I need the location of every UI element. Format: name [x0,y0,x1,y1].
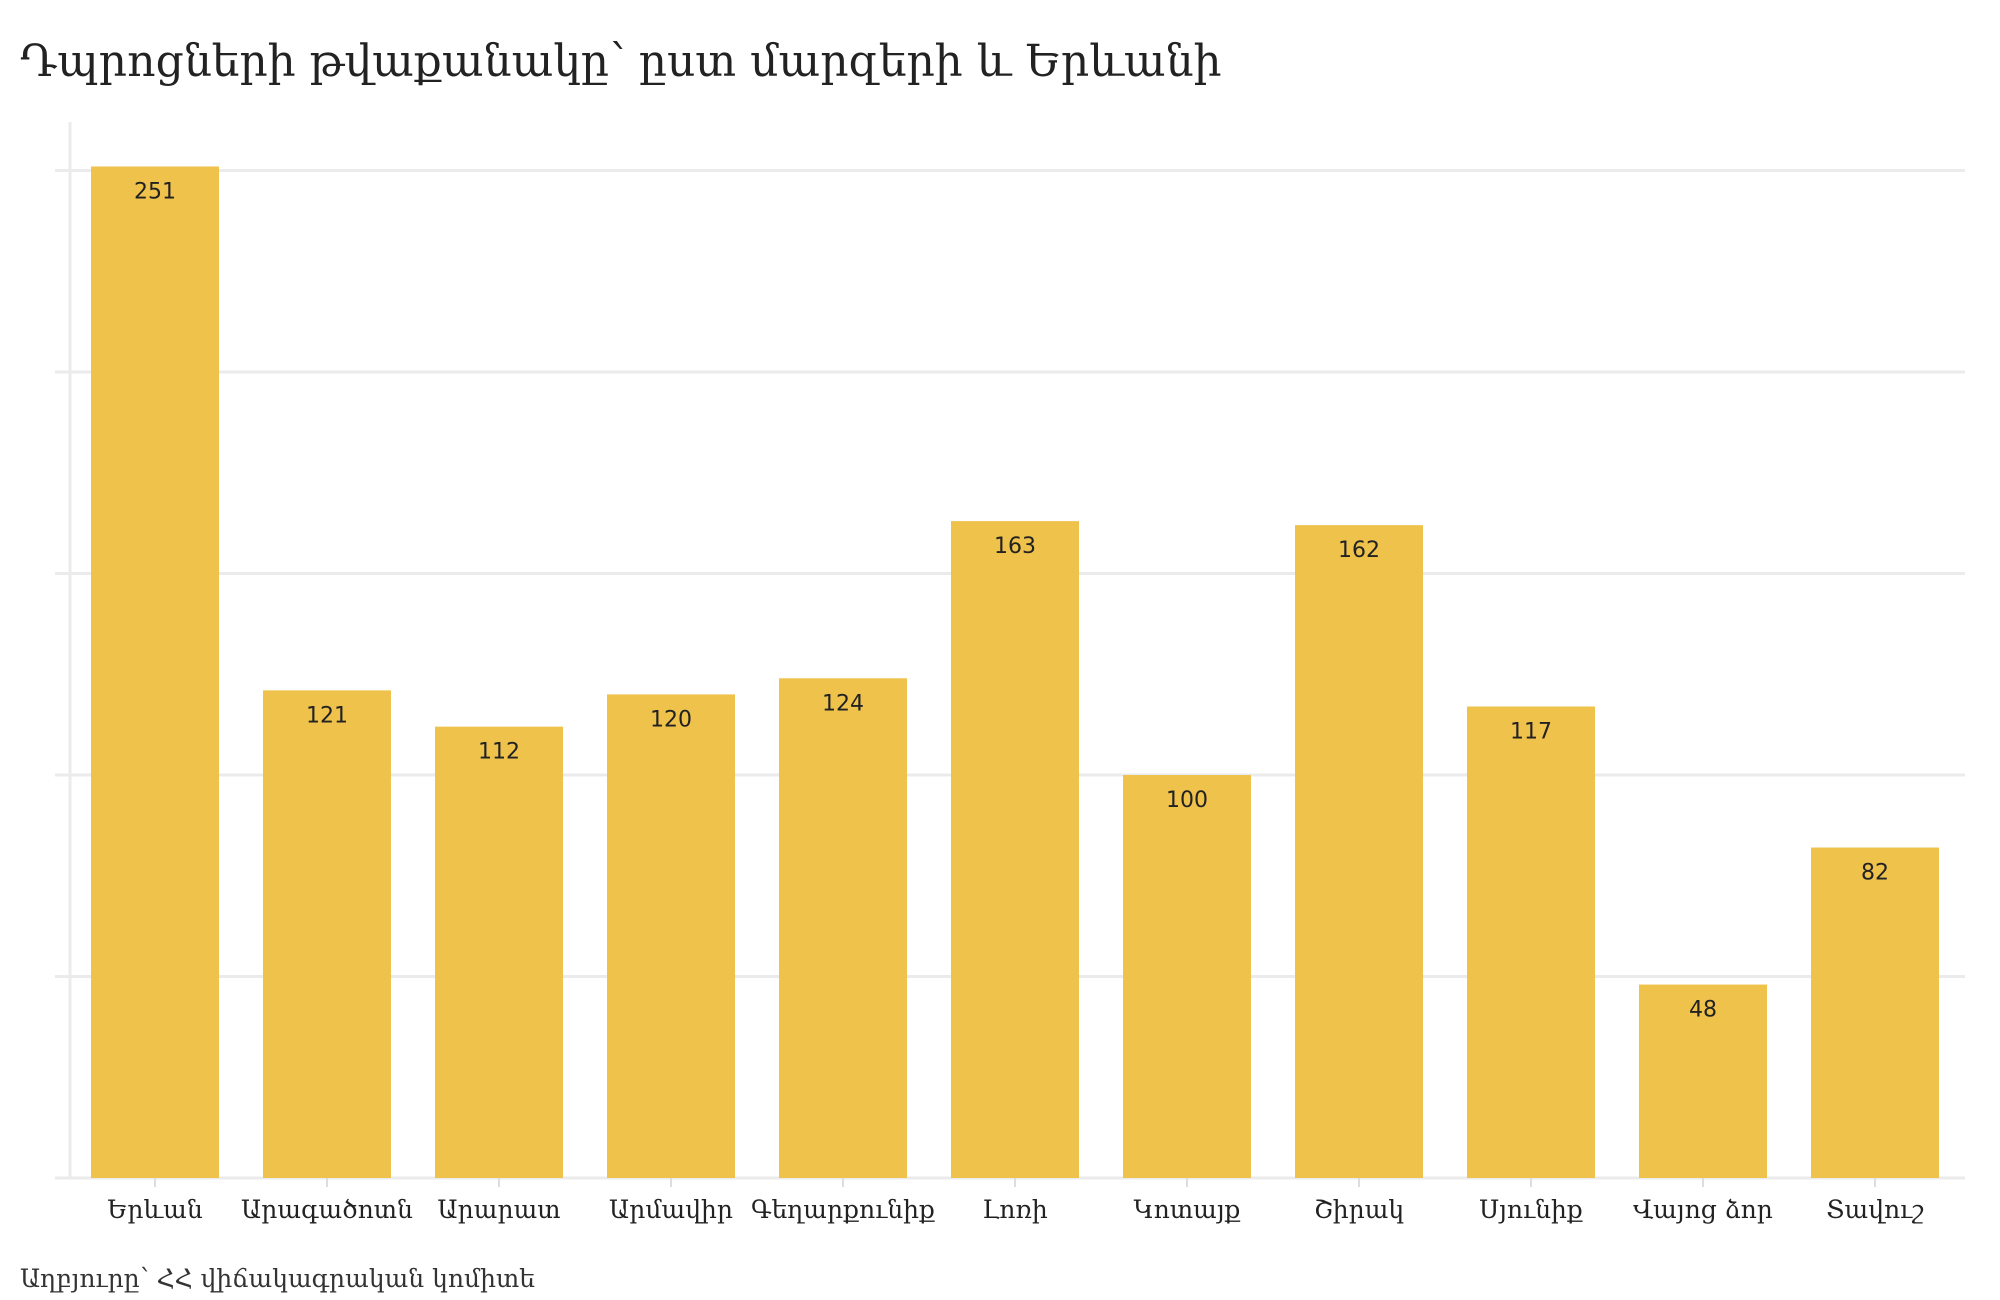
data-label: 100 [1166,788,1208,813]
bars [91,166,1939,1179]
bar [1467,706,1595,1178]
x-tick-label: Լոռի [982,1195,1048,1224]
data-label: 82 [1861,861,1889,886]
data-labels: 251 121 112 120 124 163 100 162 117 48 82 [134,179,1889,1022]
x-tick-labels: Երևան Արագածոտն Արարատ Արմավիր Գեղարքունիք Լո… [107,1195,1924,1224]
x-tick-label: Սյունիք [1479,1195,1583,1224]
bar [1295,525,1423,1178]
bar [91,166,219,1179]
chart-title: Դպրոցների թվաքանակը՝ ըստ մարզերի և Երևան… [20,36,1222,87]
bar [779,678,907,1178]
bar [435,726,563,1178]
data-label: 163 [994,534,1036,559]
data-label: 162 [1338,538,1380,563]
bar [951,521,1079,1178]
x-tick-label: Գեղարքունիք [751,1195,935,1224]
x-tick-label: Տավուշ [1826,1195,1924,1224]
data-label: 48 [1689,998,1717,1023]
data-label: 120 [650,707,692,732]
x-tick-label: Արարատ [437,1195,560,1224]
bar [1123,775,1251,1178]
data-label: 117 [1510,719,1552,744]
bar [1639,984,1767,1178]
x-tick-label: Վայոց ձոր [1633,1195,1773,1224]
x-tick-label: Արագածոտն [241,1195,413,1224]
bar [1811,847,1939,1178]
data-label: 251 [134,179,176,204]
bar [263,690,391,1178]
data-label: 112 [478,740,520,765]
bar [607,694,735,1178]
x-tick-label: Կոտայք [1134,1195,1241,1224]
x-tick-label: Երևան [107,1195,203,1224]
data-label: 121 [306,703,348,728]
data-label: 124 [822,691,864,716]
x-tick-label: Արմավիր [609,1195,733,1224]
source-note: Աղբյուրը՝ ՀՀ վիճակագրական կոմիտե [20,1264,535,1293]
x-tick-label: Շիրակ [1314,1195,1404,1224]
